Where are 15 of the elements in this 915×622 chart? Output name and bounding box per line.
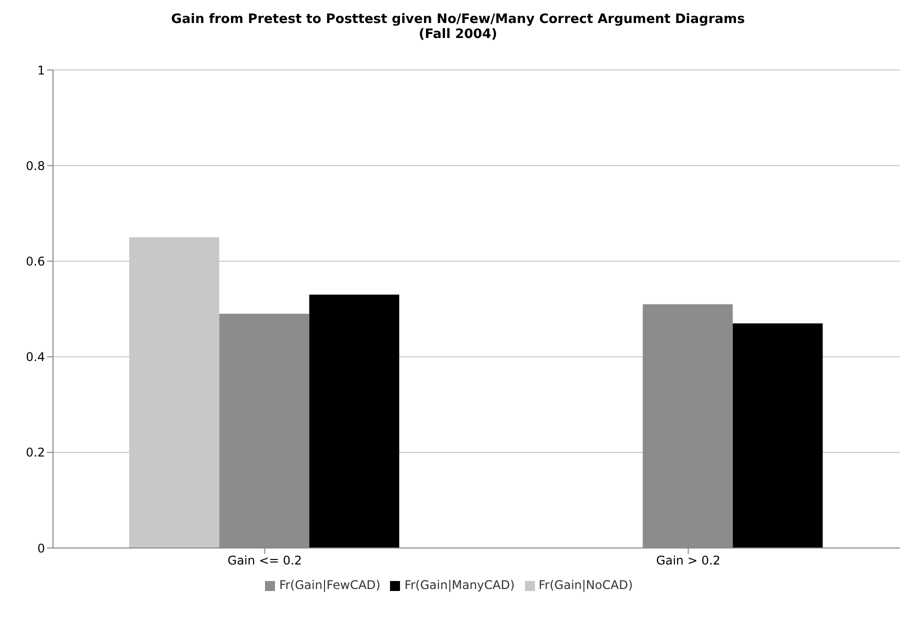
y-tick-label: 0.2	[26, 446, 45, 460]
y-tick-label: 1	[37, 63, 45, 78]
y-tick-label: 0.4	[26, 350, 45, 364]
chart-subtitle: (Fall 2004)	[418, 27, 498, 42]
legend-label: Fr(Gain|NoCAD)	[538, 578, 633, 592]
legend-label: Fr(Gain|FewCAD)	[279, 578, 380, 592]
bar	[309, 294, 400, 548]
x-tick-label: Gain <= 0.2	[228, 554, 302, 568]
y-tick-label: 0	[37, 541, 45, 556]
x-tick-label: Gain > 0.2	[656, 554, 720, 568]
bar	[732, 323, 823, 548]
chart-title: Gain from Pretest to Posttest given No/Few/Many Correct Argument Diagrams	[170, 12, 746, 27]
y-tick-label: 0.6	[26, 254, 45, 268]
legend-label: Fr(Gain|ManyCAD)	[404, 578, 515, 592]
y-tick-label: 0.8	[26, 158, 45, 173]
